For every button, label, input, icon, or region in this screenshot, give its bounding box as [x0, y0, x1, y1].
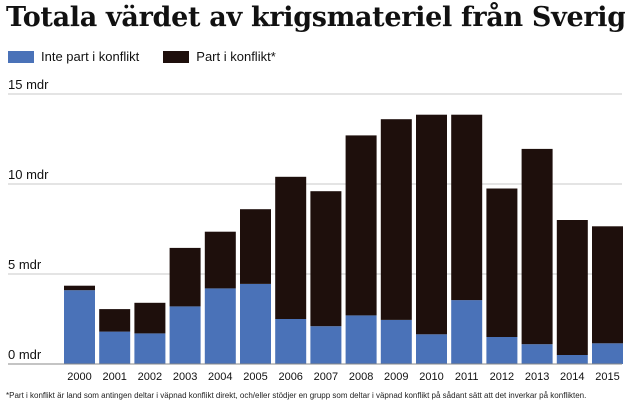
- x-tick-label: 2003: [173, 371, 197, 383]
- bar-2003-party: [169, 247, 201, 307]
- bar-2003-not-party: [169, 306, 201, 364]
- bar-2007-not-party: [310, 326, 342, 364]
- bar-2004-not-party: [204, 288, 236, 364]
- legend-swatch-party: [163, 50, 190, 63]
- legend-swatch-not-party: [8, 50, 34, 63]
- x-tick-label: 2010: [419, 371, 443, 383]
- bar-2005-party: [240, 209, 271, 284]
- bar-2011-party: [451, 114, 483, 301]
- bar-2009-party: [380, 119, 412, 320]
- bar-2010-party: [416, 114, 447, 335]
- legend-label-not-party: Inte part i konflikt: [41, 49, 140, 64]
- x-tick-label: 2006: [278, 371, 302, 383]
- bar-2008-party: [345, 135, 377, 316]
- x-tick-label: 2000: [67, 371, 91, 383]
- x-tick-label: 2002: [138, 371, 162, 383]
- bar-2012-party: [486, 188, 518, 337]
- bar-2005-not-party: [240, 283, 271, 364]
- bar-2004-party: [204, 231, 236, 289]
- bar-2010-not-party: [416, 334, 447, 364]
- bar-2001-not-party: [99, 331, 131, 364]
- y-tick-label: 15 mdr: [8, 77, 49, 92]
- legend-item-not-party: Inte part i konflikt: [8, 49, 139, 64]
- x-tick-label: 2008: [349, 371, 373, 383]
- legend-item-party: Part i konflikt*: [163, 49, 276, 64]
- legend-label-party: Part i konflikt*: [196, 49, 276, 64]
- x-tick-label: 2011: [455, 371, 479, 383]
- x-tick-label: 2001: [102, 371, 126, 383]
- x-tick-label: 2009: [384, 371, 408, 383]
- bar-2015-not-party: [592, 343, 623, 364]
- stacked-bar-chart: 0 mdr 5 mdr 10 mdr 15 mdr 2000 2001 2002 2003 20…: [8, 77, 623, 383]
- legend: Inte part i konflikt Part i konflikt*: [8, 49, 300, 64]
- x-tick-label: 2004: [208, 371, 232, 383]
- y-tick-label: 0 mdr: [8, 347, 42, 362]
- chart-title: Totala värdet av krigsmateriel från Sver…: [6, 2, 625, 33]
- bar-2009-not-party: [380, 319, 412, 364]
- x-tick-label: 2015: [595, 371, 619, 383]
- bar-2012-not-party: [486, 337, 518, 364]
- bar-2006-party: [275, 176, 307, 319]
- x-tick-label: 2012: [490, 371, 514, 383]
- bar-2000-party: [64, 285, 95, 291]
- bar-2008-not-party: [345, 315, 377, 364]
- x-tick-label: 2005: [243, 371, 267, 383]
- x-tick-label: 2013: [525, 371, 549, 383]
- footnote: *Part i konflikt är land som antingen de…: [6, 391, 587, 400]
- bar-2000-not-party: [64, 290, 95, 364]
- bar-2014-not-party: [556, 355, 588, 364]
- x-tick-label: 2014: [560, 371, 584, 383]
- x-tick-label: 2007: [314, 371, 338, 383]
- y-tick-label: 10 mdr: [8, 167, 49, 182]
- bar-2013-not-party: [521, 344, 553, 364]
- y-tick-label: 5 mdr: [8, 257, 42, 272]
- bar-2006-not-party: [275, 319, 307, 364]
- bar-2015-party: [592, 226, 623, 344]
- bar-2002-not-party: [134, 333, 166, 364]
- bar-2011-not-party: [451, 300, 483, 364]
- bar-2007-party: [310, 191, 342, 327]
- bar-2013-party: [521, 148, 553, 345]
- bar-2002-party: [134, 302, 166, 334]
- bar-2001-party: [99, 309, 131, 332]
- bar-2014-party: [556, 220, 588, 355]
